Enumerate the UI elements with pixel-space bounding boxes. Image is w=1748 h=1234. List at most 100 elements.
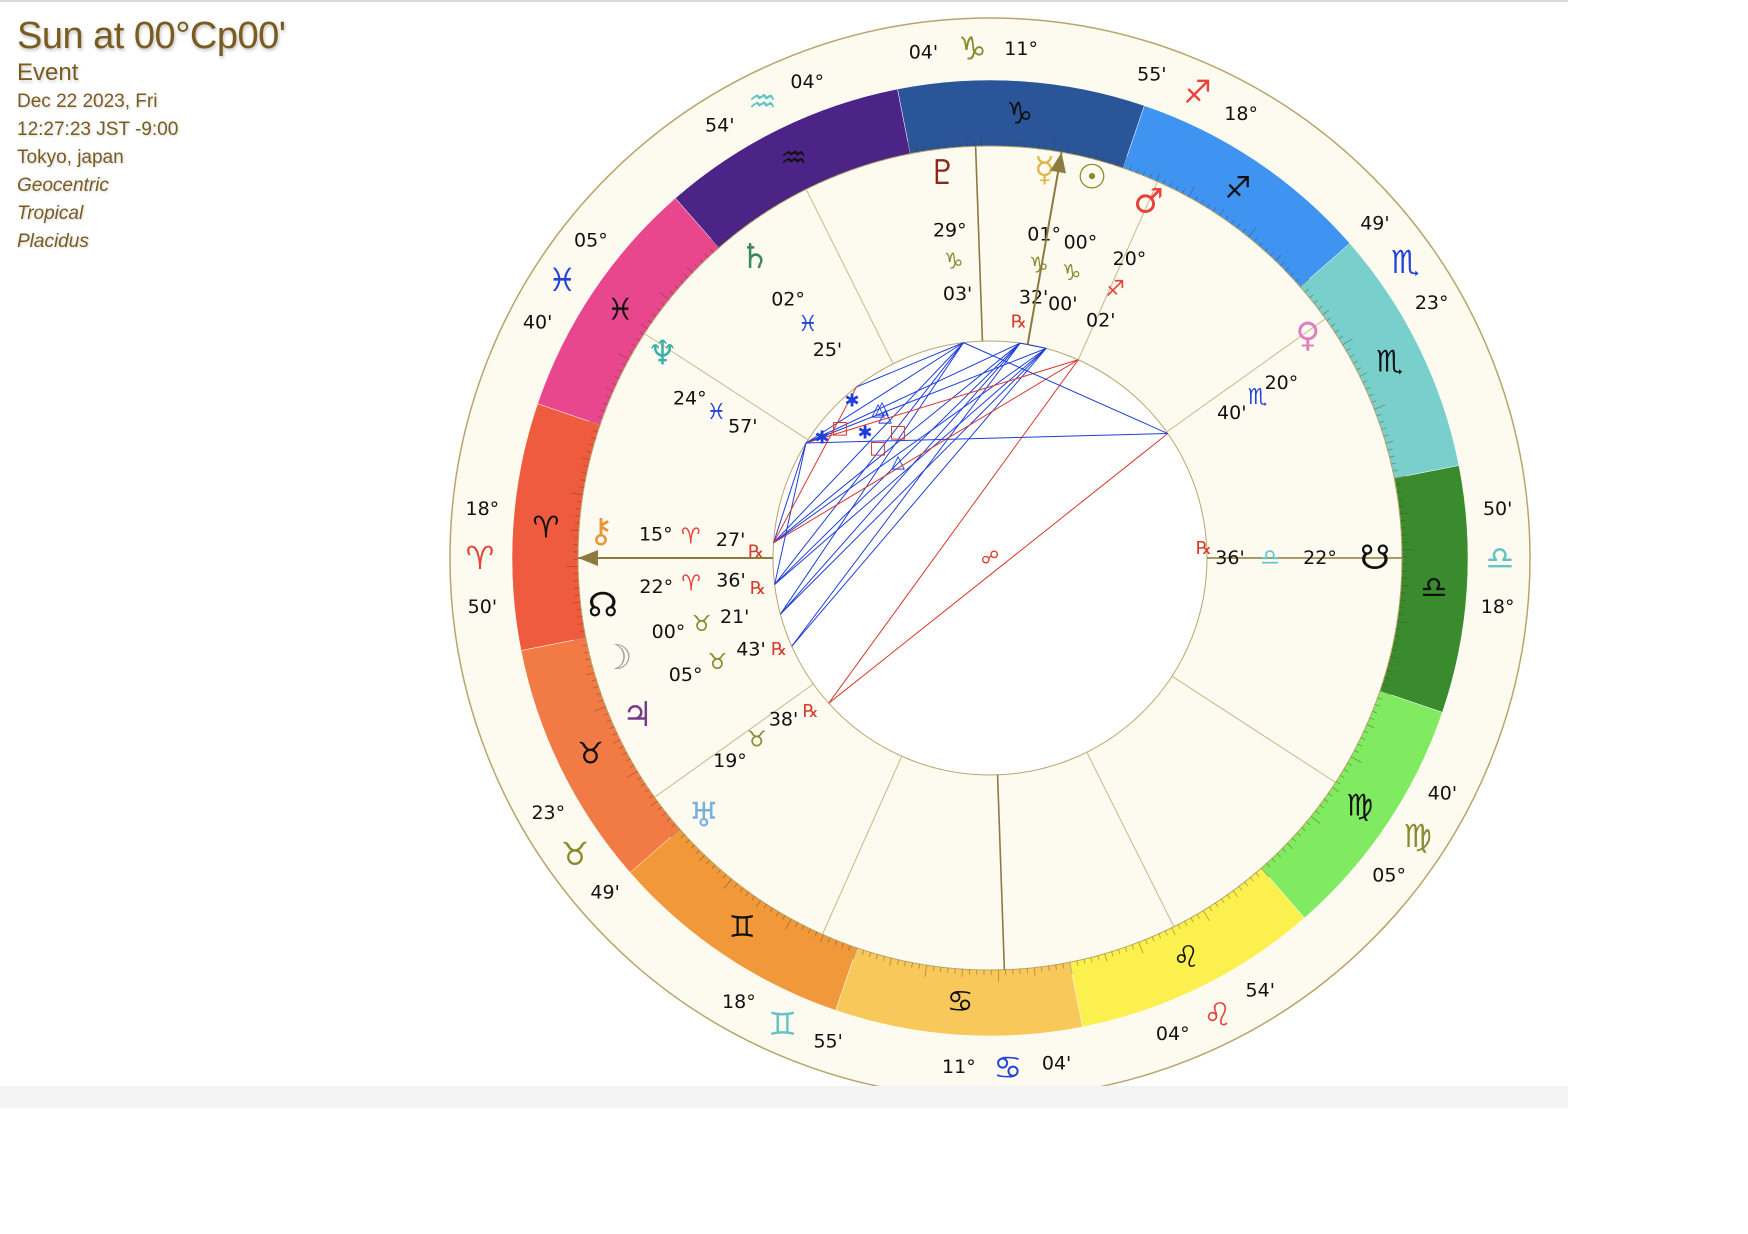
degree-tick <box>1253 237 1258 242</box>
degree-tick <box>1017 138 1019 147</box>
house-cusp-line-3 <box>821 756 903 935</box>
aspect-line <box>774 342 1021 585</box>
degree-tick <box>1357 743 1363 747</box>
degree-tick <box>1249 877 1254 882</box>
degree-tick <box>1118 949 1121 955</box>
degree-tick <box>859 161 862 167</box>
degree-tick <box>1318 305 1323 310</box>
planet-degree: 19° <box>713 750 747 772</box>
degree-tick <box>1215 902 1219 908</box>
degree-tick <box>1052 138 1056 151</box>
degree-tick <box>609 726 615 730</box>
planet-mars[interactable]: ♂ 20° ♐ 02' <box>1086 182 1164 332</box>
degree-tick <box>578 623 584 625</box>
degree-tick <box>792 190 796 195</box>
degree-tick <box>1269 251 1274 257</box>
degree-tick <box>1393 642 1399 644</box>
planet-minute: 43' <box>736 639 765 661</box>
degree-tick <box>1156 173 1161 182</box>
planet-sign-icon: ♑ <box>1029 254 1049 279</box>
house-cusp-line-6 <box>1171 675 1336 783</box>
planet-moon[interactable]: ☽ 00° ♉ 21' <box>602 606 750 678</box>
degree-tick <box>1366 724 1375 729</box>
retrograde-icon: ℞ <box>1196 538 1212 559</box>
cusp-minute: 04' <box>1042 1053 1071 1075</box>
aspect-line <box>828 433 1169 704</box>
planet-saturn[interactable]: ♄02°♓25' <box>740 237 843 361</box>
chart-place: Tokyo, japan <box>17 147 124 168</box>
natal-chart-wheel[interactable]: ♈♉♊♋♌♍♎♏♐♑♒♓ ✱✱✱□□□△△△△☍ 18°♈50'23°♉49'1… <box>0 0 1568 1108</box>
cusp-minute: 55' <box>813 1031 842 1053</box>
degree-tick <box>761 208 765 214</box>
degree-tick <box>1347 762 1352 766</box>
planet-north-node[interactable]: ☊ 22° ♈ 36' ℞ <box>588 570 766 626</box>
degree-tick <box>1045 144 1048 150</box>
planet-mercury[interactable]: ☿ 01° ♑ 32'℞ <box>1011 150 1061 332</box>
degree-tick <box>1399 599 1405 601</box>
degree-tick <box>1397 620 1410 624</box>
degree-tick <box>717 869 721 874</box>
degree-tick <box>579 630 585 632</box>
aspect-line <box>773 342 1021 544</box>
degree-tick <box>1236 224 1241 229</box>
aspect-line <box>773 386 857 544</box>
aspect-line <box>1020 342 1047 349</box>
house-cusp-8: 23° ♏49' <box>1360 212 1448 314</box>
retrograde-icon: ℞ <box>802 701 818 722</box>
degree-tick <box>1356 367 1362 371</box>
planet-degree: 24° <box>673 387 707 409</box>
house-cusp-line-10 <box>974 146 984 342</box>
degree-tick <box>887 153 890 159</box>
degree-tick <box>640 323 648 329</box>
degree-tick <box>647 319 653 323</box>
degree-tick <box>1392 469 1398 472</box>
degree-tick <box>1059 147 1062 153</box>
aspect-glyph-icon: ✱ <box>814 428 829 449</box>
degree-tick <box>1368 393 1374 397</box>
degree-tick <box>841 942 844 948</box>
planet-neptune[interactable]: ♆ 24°♓57' <box>647 333 757 437</box>
degree-tick <box>650 800 658 807</box>
degree-tick <box>628 350 633 354</box>
degree-tick <box>1055 964 1057 970</box>
retrograde-icon: ℞ <box>771 639 787 660</box>
aspect-glyph-icon: □ <box>889 422 906 443</box>
degree-tick <box>1376 413 1382 417</box>
aspect-glyph-icon: ✱ <box>844 391 859 412</box>
degree-tick <box>1069 962 1073 975</box>
cusp-minute: 50' <box>1483 498 1512 520</box>
degree-tick <box>1090 957 1093 963</box>
degree-tick <box>661 812 667 817</box>
degree-tick <box>1389 455 1395 458</box>
degree-tick <box>1259 242 1263 247</box>
planet-sign-icon: ♓ <box>798 312 818 337</box>
cusp-sign-icon: ♌ <box>1203 995 1232 1033</box>
planet-pluto[interactable]: ♇ 29° ♑ 03' <box>927 153 972 305</box>
planet-jupiter[interactable]: ♃ 05° ♉ 43' ℞ <box>622 639 787 735</box>
degree-tick <box>872 154 876 163</box>
house-cusp-line-2 <box>654 683 814 798</box>
planet-uranus[interactable]: ♅ 19°♉38' ℞ <box>689 701 819 836</box>
degree-tick <box>1104 953 1108 962</box>
degree-tick <box>861 950 865 956</box>
planet-sun[interactable]: ☉ 00° ♑ 00' <box>1048 157 1107 315</box>
degree-tick <box>606 719 612 723</box>
cusp-minute: 54' <box>705 114 734 136</box>
house-cusp-line-5 <box>1086 751 1175 927</box>
cusp-sign-icon: ♑ <box>958 29 987 67</box>
degree-tick <box>577 616 583 618</box>
degree-tick <box>704 253 709 258</box>
degree-tick <box>635 337 641 342</box>
degree-tick <box>1202 910 1210 922</box>
planet-south-node[interactable]: ☋ 22° ♎ 36'℞ <box>1196 538 1390 578</box>
aspect-line <box>774 348 1047 585</box>
degree-tick <box>1383 434 1389 437</box>
degree-tick <box>882 956 885 962</box>
house-cusp-3: 18° ♊ 55' <box>722 991 843 1053</box>
planet-venus[interactable]: ♀ 20°♏40' <box>1217 315 1320 423</box>
degree-tick <box>698 854 705 862</box>
sun-icon: ☉ <box>1077 157 1107 197</box>
degree-tick <box>1200 199 1205 205</box>
ascendant-arrow-head <box>578 550 598 566</box>
degree-tick <box>1196 914 1200 919</box>
